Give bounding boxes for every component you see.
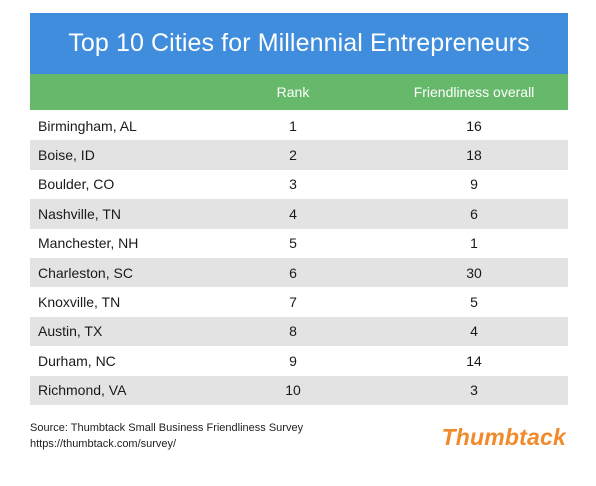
rank-cell: 5 bbox=[289, 235, 297, 252]
rank-cell: 2 bbox=[289, 147, 297, 164]
friendliness-cell: 1 bbox=[470, 235, 478, 252]
table-row: Knoxville, TN 7 5 bbox=[30, 287, 568, 316]
city-cell: Austin, TX bbox=[38, 323, 103, 340]
chart-title: Top 10 Cities for Millennial Entrepreneu… bbox=[30, 13, 568, 74]
friendliness-cell: 30 bbox=[466, 264, 482, 281]
city-cell: Durham, NC bbox=[38, 352, 116, 369]
city-cell: Birmingham, AL bbox=[38, 117, 137, 134]
rank-cell: 9 bbox=[289, 352, 297, 369]
friendliness-cell: 5 bbox=[470, 294, 478, 311]
city-cell: Richmond, VA bbox=[38, 382, 127, 399]
table-header: Rank Friendliness overall bbox=[30, 74, 568, 110]
friendliness-cell: 14 bbox=[466, 352, 482, 369]
header-city bbox=[38, 74, 238, 110]
city-cell: Boise, ID bbox=[38, 147, 95, 164]
city-cell: Manchester, NH bbox=[38, 235, 139, 252]
city-cell: Boulder, CO bbox=[38, 176, 115, 193]
table-row: Charleston, SC 6 30 bbox=[30, 257, 568, 288]
friendliness-cell: 3 bbox=[470, 382, 478, 399]
city-cell: Charleston, SC bbox=[38, 264, 133, 281]
friendliness-cell: 6 bbox=[470, 205, 478, 222]
friendliness-cell: 9 bbox=[470, 176, 478, 193]
rank-cell: 1 bbox=[289, 117, 297, 134]
table-row: Boise, ID 2 18 bbox=[30, 140, 568, 170]
thumbtack-logo: Thumbtack bbox=[441, 424, 566, 450]
rank-cell: 7 bbox=[289, 294, 297, 311]
table-row: Nashville, TN 4 6 bbox=[30, 199, 568, 229]
table-row: Austin, TX 8 4 bbox=[30, 316, 568, 347]
table-row: Manchester, NH 5 1 bbox=[30, 229, 568, 258]
rank-cell: 3 bbox=[289, 176, 297, 193]
city-cell: Knoxville, TN bbox=[38, 294, 121, 311]
rank-cell: 8 bbox=[289, 323, 297, 340]
table-body: Birmingham, AL 1 16 Boise, ID 2 18 Bould… bbox=[30, 111, 568, 405]
source-note: Source: Thumbtack Small Business Friendl… bbox=[30, 420, 303, 452]
rank-cell: 6 bbox=[289, 264, 297, 281]
friendliness-cell: 18 bbox=[466, 147, 482, 164]
table-row: Durham, NC 9 14 bbox=[30, 346, 568, 375]
source-text: Source: Thumbtack Small Business Friendl… bbox=[30, 422, 304, 434]
header-rank: Rank bbox=[276, 84, 310, 100]
table-row: Richmond, VA 10 3 bbox=[30, 375, 568, 405]
source-url[interactable]: https://thumbtack.com/survey/ bbox=[30, 438, 177, 450]
rank-cell: 4 bbox=[289, 205, 297, 222]
friendliness-cell: 4 bbox=[470, 323, 478, 340]
city-cell: Nashville, TN bbox=[38, 205, 121, 222]
header-friendliness: Friendliness overall bbox=[413, 84, 535, 100]
friendliness-cell: 16 bbox=[466, 117, 482, 134]
table-row: Birmingham, AL 1 16 bbox=[30, 111, 568, 140]
table-row: Boulder, CO 3 9 bbox=[30, 170, 568, 199]
rank-cell: 10 bbox=[285, 382, 301, 399]
